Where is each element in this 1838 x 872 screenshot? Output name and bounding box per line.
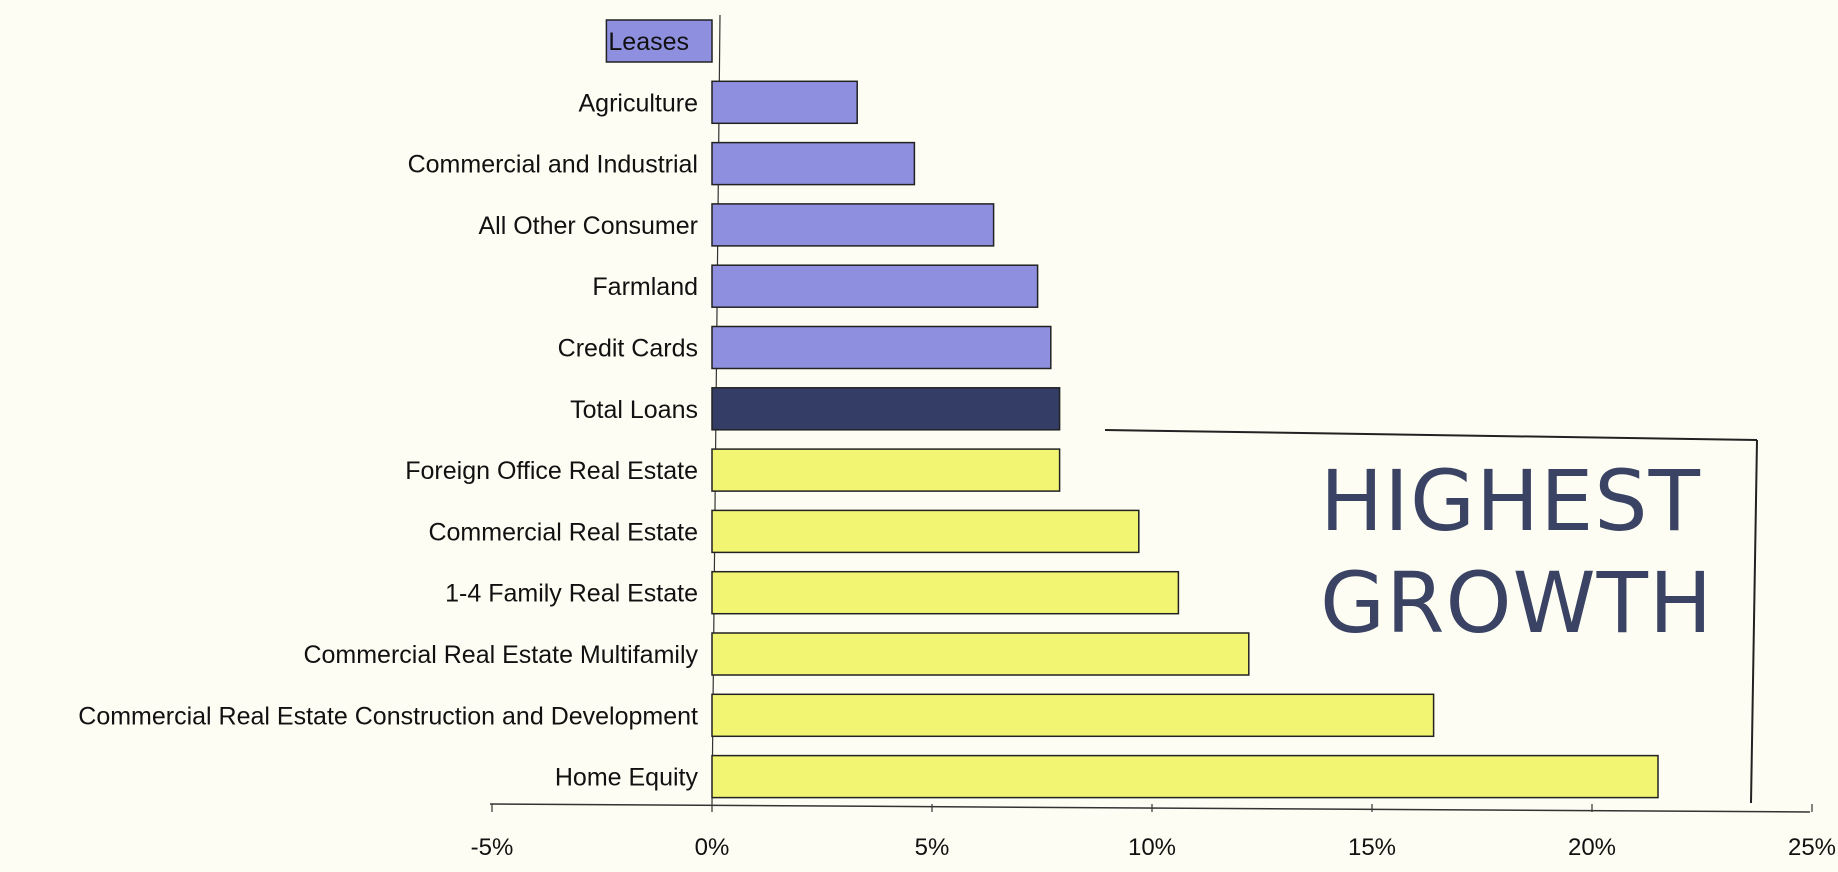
- callout-right-border: [1750, 439, 1758, 804]
- category-label-farmland: Farmland: [592, 273, 698, 301]
- category-labels: Leases Agriculture Commercial and Industri…: [78, 28, 698, 792]
- category-label-credit-cards: Credit Cards: [558, 335, 698, 363]
- x-tick-label: 0%: [695, 834, 730, 861]
- callout-line-2: GROWTH: [1320, 554, 1713, 652]
- category-label-commercial-real-estate-multifamily: Commercial Real Estate Multifamily: [303, 641, 698, 669]
- bar-1-4-family-real-estate: [711, 570, 1180, 615]
- highest-growth-callout: HIGHEST GROWTH: [1104, 429, 1758, 804]
- category-label-foreign-office-real-estate: Foreign Office Real Estate: [405, 457, 698, 485]
- bar-total-loans: [711, 387, 1061, 431]
- bar-all-other-consumer: [711, 203, 995, 247]
- bar-home-equity: [711, 754, 1659, 799]
- category-label-1-4-family-real-estate: 1-4 Family Real Estate: [445, 580, 698, 608]
- category-label-agriculture: Agriculture: [579, 89, 699, 117]
- x-axis-line: [489, 803, 1811, 813]
- bar-commercial-and-industrial: [711, 141, 916, 186]
- bar-foreign-office-real-estate: [711, 448, 1061, 492]
- bar-credit-cards: [711, 325, 1052, 370]
- category-label-leases: Leases: [608, 28, 689, 56]
- category-label-commercial-real-estate-construction-and-development: Commercial Real Estate Construction and …: [78, 702, 698, 730]
- callout-line-1: HIGHEST: [1320, 452, 1701, 550]
- x-tick-label: 10%: [1128, 834, 1176, 861]
- bar-agriculture: [711, 80, 858, 125]
- bars-layer: [605, 19, 1659, 799]
- category-label-total-loans: Total Loans: [570, 396, 698, 424]
- x-tick-label: 15%: [1348, 834, 1396, 861]
- category-label-all-other-consumer: All Other Consumer: [478, 212, 698, 240]
- x-axis-ticks: -5% 0% 5% 10% 15% 20% 25%: [471, 804, 1836, 861]
- bar-leases: [605, 19, 713, 63]
- x-tick-label: 5%: [915, 834, 950, 861]
- bar-commercial-real-estate-multifamily: [711, 632, 1250, 676]
- x-tick-label: 25%: [1788, 834, 1836, 861]
- bar-farmland: [711, 264, 1039, 308]
- category-label-commercial-and-industrial: Commercial and Industrial: [408, 151, 698, 179]
- bar-commercial-real-estate-construction-and-development: [711, 693, 1435, 738]
- x-tick-label: 20%: [1568, 834, 1616, 861]
- category-label-commercial-real-estate: Commercial Real Estate: [428, 518, 698, 546]
- callout-top-border: [1104, 429, 1758, 441]
- x-tick-label: -5%: [471, 834, 514, 861]
- bar-commercial-real-estate: [711, 509, 1140, 554]
- category-label-home-equity: Home Equity: [555, 764, 699, 792]
